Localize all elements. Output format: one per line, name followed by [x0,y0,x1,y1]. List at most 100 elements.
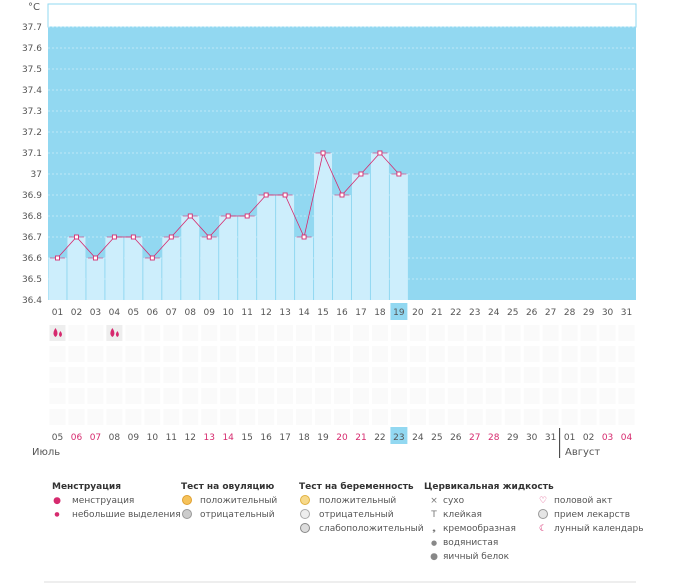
month-label-august: Август [565,447,601,458]
event-cell [618,388,635,404]
event-cell [352,409,369,425]
event-cell [447,388,464,404]
temperature-bar [389,174,408,300]
temperature-bar [143,258,162,300]
event-cell [258,409,275,425]
bottom-divider [44,581,636,583]
creamy-icon: ❟ [432,524,436,534]
month-label-july: Июль [32,447,61,458]
event-cell [106,388,123,404]
y-tick-label: 36.8 [22,212,42,222]
event-cell [277,409,294,425]
legend-watery: водянистая [443,538,499,548]
temperature-point [92,255,98,261]
current-date-highlight [390,427,408,444]
event-cell [296,325,313,341]
cycle-day-label: 27 [545,308,556,318]
event-cell [599,346,616,362]
event-cell [580,346,597,362]
event-cell [523,388,540,404]
event-cell [504,367,521,383]
event-cell [599,325,616,341]
event-cell [466,346,483,362]
y-tick-label: 37.3 [22,107,42,117]
event-cell [125,346,142,362]
event-cell [542,367,559,383]
date-label: 06 [71,433,83,443]
event-cell [428,409,445,425]
cycle-day-label: 08 [185,308,197,318]
event-cell [277,325,294,341]
temperature-point [111,234,117,240]
legend-sticky: клейкая [443,510,482,520]
event-cell [68,388,85,404]
event-cell [182,388,199,404]
event-cell [49,409,66,425]
cycle-day-label: 29 [583,308,595,318]
event-cell [523,409,540,425]
event-cell [277,367,294,383]
event-cell [49,388,66,404]
event-cell [296,388,313,404]
date-label: 09 [128,433,140,443]
event-cell [201,346,218,362]
event-cell [68,367,85,383]
temperature-bar [219,216,238,300]
event-cell [428,367,445,383]
pregnancy-weak-icon [298,523,312,535]
event-cell [106,367,123,383]
event-cell [334,388,350,404]
moon-icon: ☾ [538,524,548,534]
cycle-day-label: 05 [128,308,139,318]
date-label: 01 [564,433,575,443]
event-cell [239,346,256,362]
temperature-point [320,150,326,156]
event-cell [542,388,559,404]
date-label: 28 [488,433,500,443]
event-cell [580,409,597,425]
y-tick-label: 36.9 [22,191,42,201]
event-cell [315,325,332,341]
menstruation-cell [106,325,123,341]
event-cell [334,409,350,425]
temperature-bar [314,153,333,300]
event-cell [618,325,635,341]
event-cell [144,346,161,362]
date-label: 27 [469,433,480,443]
event-cell [239,409,256,425]
temperature-bar [181,216,200,300]
date-label: 17 [279,433,290,443]
date-label: 07 [90,433,101,443]
y-tick-label: 37.1 [22,149,42,159]
event-cell [352,325,369,341]
event-cell [258,388,275,404]
temperature-bar [257,195,276,300]
event-cell [599,367,616,383]
cycle-day-label: 15 [317,308,328,318]
temperature-point [282,192,288,198]
event-cell [504,346,521,362]
event-cell [163,388,180,404]
date-label: 08 [109,433,121,443]
date-label: 23 [393,433,404,443]
temperature-bar [351,174,370,300]
event-cell [409,346,426,362]
event-cell [163,325,180,341]
temperature-bar [200,237,219,300]
cycle-day-label: 28 [564,308,576,318]
event-cell [106,346,123,362]
date-label: 02 [583,433,594,443]
event-cell [182,367,199,383]
event-cell [220,325,237,341]
event-cell [144,367,161,383]
cycle-day-label: 21 [431,308,442,318]
event-cell [87,325,104,341]
event-cell [125,325,142,341]
event-cell [144,388,161,404]
event-cell [68,325,85,341]
temperature-point [301,234,307,240]
event-cell [163,346,180,362]
temperature-point [339,192,345,198]
event-cell [561,388,578,404]
temperature-point [244,213,250,219]
